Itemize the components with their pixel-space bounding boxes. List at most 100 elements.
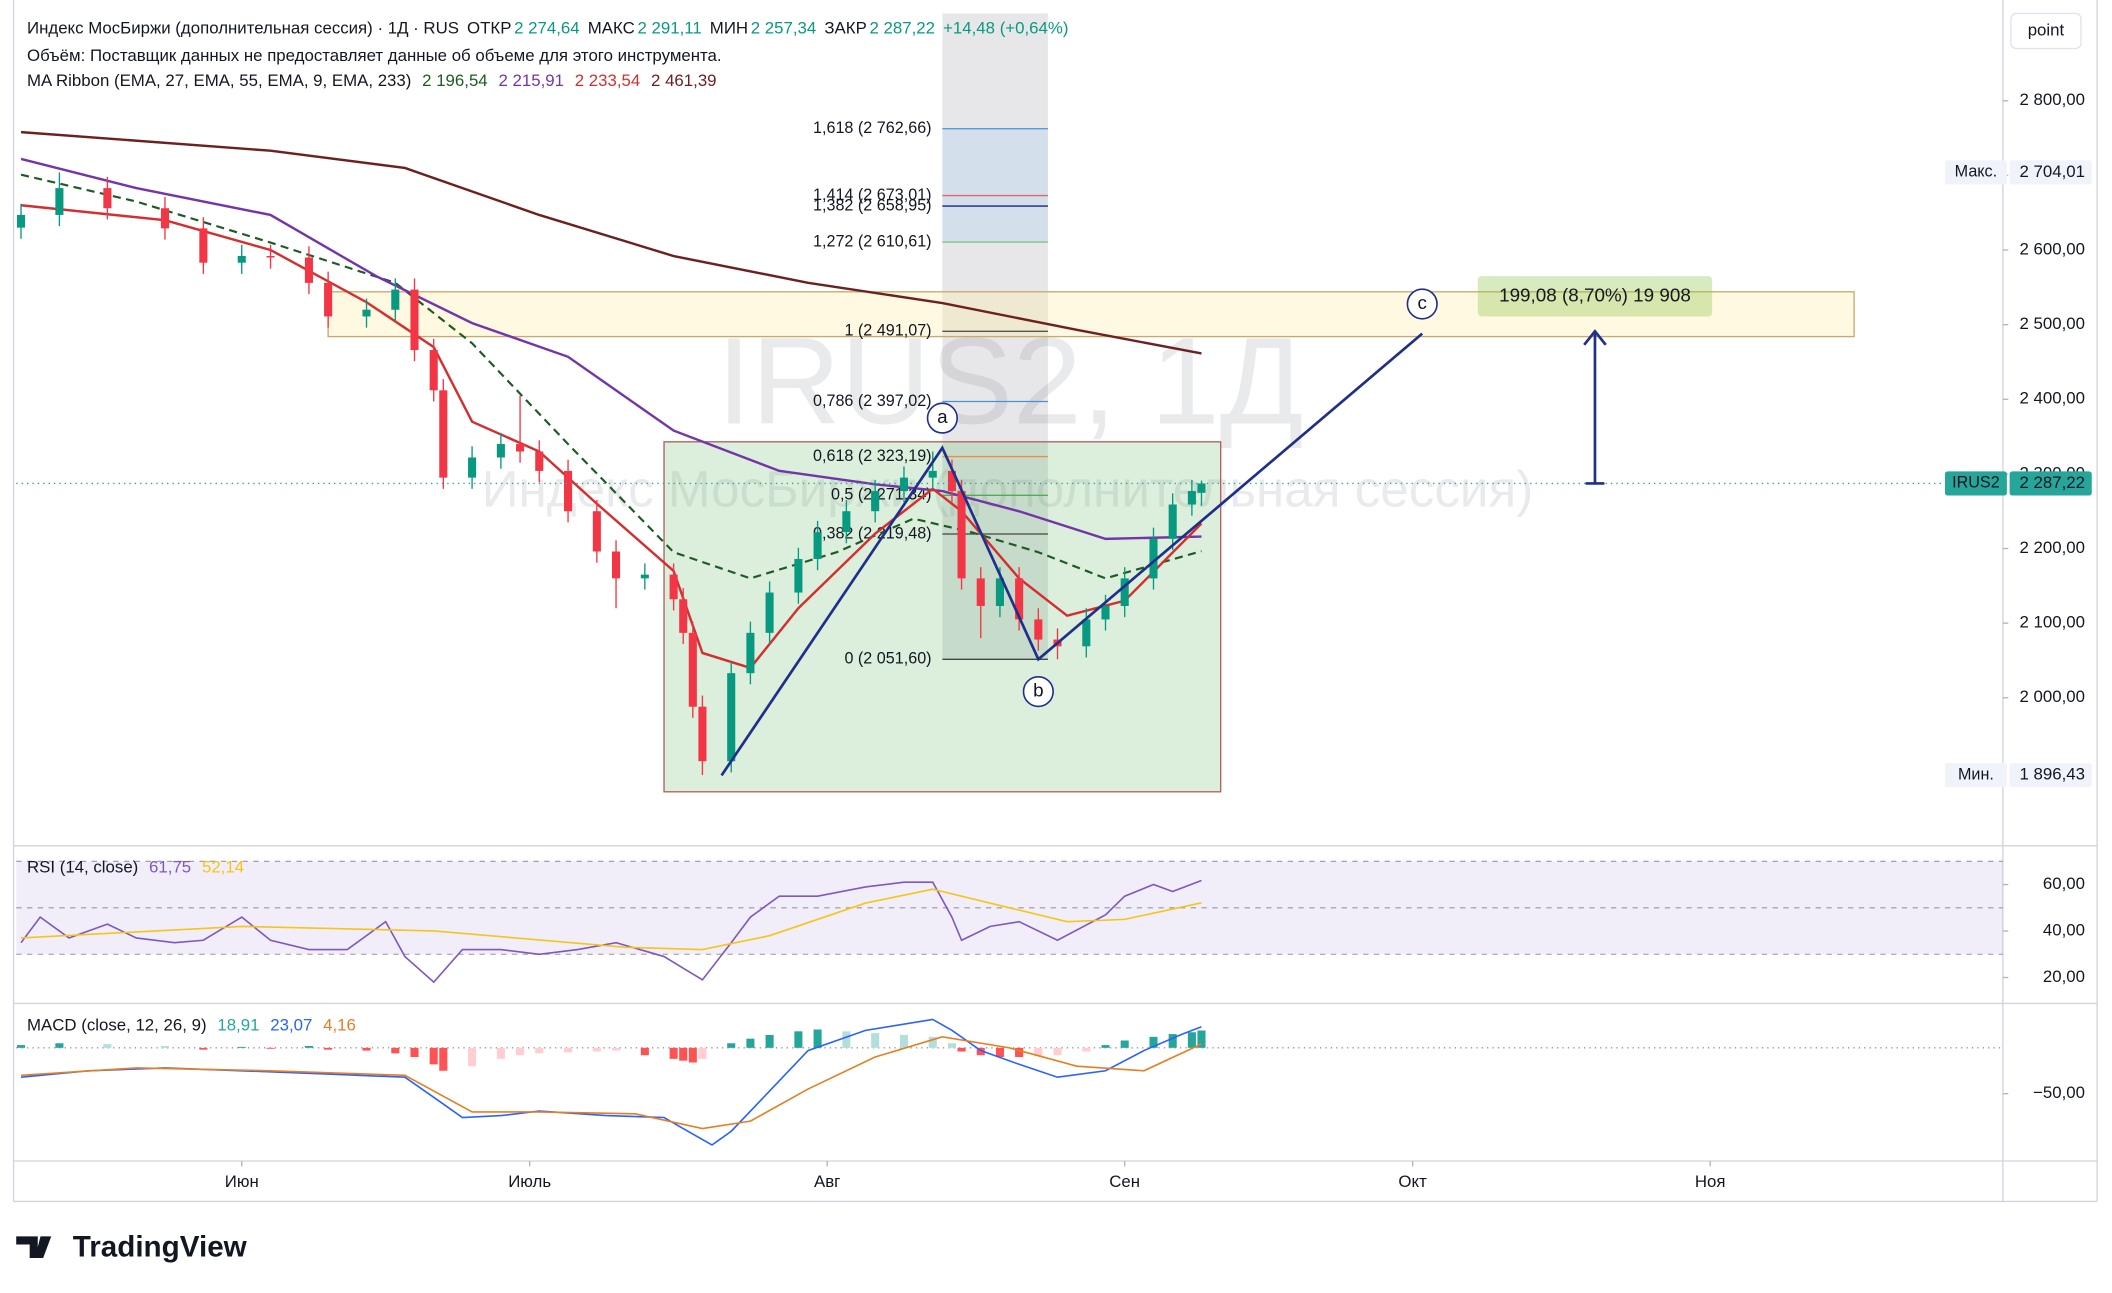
macd-histogram-bar bbox=[535, 1047, 544, 1054]
button-label[interactable]: point bbox=[2028, 20, 2065, 39]
candle-body bbox=[410, 289, 419, 351]
candle-body bbox=[362, 309, 371, 317]
macd-histogram-bar bbox=[1082, 1047, 1091, 1052]
plot-layer: 1,618 (2 762,66) 1,414 (2 673,01)1,382 (2… bbox=[16, 13, 2092, 1191]
macd-histogram-bar bbox=[1101, 1045, 1110, 1048]
macd-histogram-bar bbox=[516, 1047, 525, 1056]
ribbon-value: 2 233,54 bbox=[575, 72, 641, 91]
macd-histogram-bar bbox=[237, 1046, 246, 1048]
candle-body bbox=[640, 574, 649, 579]
candle-body bbox=[266, 255, 275, 258]
macd-histogram-bar bbox=[429, 1047, 438, 1065]
macd-histogram-bar bbox=[1149, 1036, 1158, 1048]
price-tag-name: IRUS2 bbox=[1952, 474, 2000, 492]
ribbon-name: MA Ribbon (EMA, 27, EMA, 55, EMA, 9, EMA… bbox=[27, 72, 411, 91]
macd-histogram-bar bbox=[727, 1043, 736, 1048]
candle-body bbox=[564, 470, 573, 512]
price-tag-value: 1 896,43 bbox=[2019, 765, 2085, 784]
candle-body bbox=[160, 208, 170, 229]
y-tick-label: 2 200,00 bbox=[2019, 538, 2085, 557]
macd-histogram-bar bbox=[55, 1043, 64, 1048]
fib-label: 0,786 (2 397,02) bbox=[813, 392, 932, 410]
button-frame[interactable] bbox=[2010, 12, 2082, 50]
macd-histogram-bar bbox=[1034, 1047, 1043, 1057]
candle-body bbox=[391, 289, 400, 310]
drawn-rectangle bbox=[663, 441, 1222, 793]
x-tick-label: Сен bbox=[1109, 1172, 1140, 1191]
fib-zone bbox=[942, 128, 1048, 243]
macd-histogram-bar bbox=[1015, 1047, 1024, 1058]
projection-label-box bbox=[1477, 276, 1713, 317]
fib-label: 1,382 (2 658,95) bbox=[813, 196, 932, 214]
header-line: Индекс МосБиржи (дополнительная сессия) … bbox=[27, 19, 1068, 38]
candle-body bbox=[199, 228, 208, 263]
fib-label: 1,272 (2 610,61) bbox=[813, 232, 932, 250]
macd-histogram-bar bbox=[1168, 1034, 1177, 1048]
logo: TradingView bbox=[16, 1230, 248, 1263]
wave-label-circle bbox=[1406, 288, 1438, 320]
ohlc-value: 2 287,22 bbox=[869, 19, 935, 38]
macd-histogram-bar bbox=[688, 1047, 697, 1063]
wave-label-circle bbox=[1022, 675, 1054, 708]
macd-histogram-bar bbox=[1120, 1040, 1129, 1048]
y-tick-label: 2 500,00 bbox=[2019, 314, 2085, 333]
macd-legend: MACD (close, 12, 26, 9) 18,91 23,07 4,16 bbox=[27, 1016, 356, 1035]
signal-value: 4,16 bbox=[323, 1016, 356, 1035]
wave-label: b bbox=[1033, 680, 1043, 701]
candle-body bbox=[1101, 605, 1110, 620]
candle-body bbox=[698, 706, 707, 762]
rsi-tick-label: 20,00 bbox=[2043, 967, 2085, 986]
price-tag-value: 2 287,22 bbox=[2019, 473, 2085, 492]
price-tag-name: Макс. bbox=[1955, 163, 1997, 181]
drawn-rectangle bbox=[327, 291, 1855, 338]
price-tag-value-box bbox=[2009, 762, 2092, 788]
ohlc-value: 2 274,64 bbox=[514, 19, 580, 38]
macd-histogram-bar bbox=[899, 1034, 909, 1048]
volume-note: Объём: Поставщик данных не предоставляет… bbox=[27, 46, 722, 65]
macd-histogram-bar bbox=[995, 1047, 1004, 1058]
price-tag-name-box bbox=[1944, 160, 2007, 185]
candle-body bbox=[612, 551, 621, 579]
macd-line bbox=[20, 1018, 1202, 1146]
candle-body bbox=[794, 558, 803, 593]
candle-body bbox=[1034, 619, 1043, 640]
ema-line bbox=[20, 173, 1202, 580]
point-button[interactable]: point bbox=[2010, 12, 2082, 50]
macd-histogram-bar bbox=[957, 1047, 966, 1052]
candle-body bbox=[871, 491, 880, 512]
candle-body bbox=[842, 511, 851, 533]
x-tick-label: Окт bbox=[1398, 1172, 1427, 1191]
y-tick-label: 2 600,00 bbox=[2019, 239, 2085, 258]
fib-label: 1,414 (2 673,01) bbox=[813, 186, 932, 204]
candle-body bbox=[688, 632, 697, 707]
candle-body bbox=[324, 282, 333, 317]
y-tick-label: 2 100,00 bbox=[2019, 613, 2085, 632]
rsi-line bbox=[20, 879, 1202, 984]
wave-label-circle bbox=[926, 402, 958, 434]
watermark-symbol: IRUS2, 1Д bbox=[717, 312, 1304, 450]
candle-body bbox=[1015, 578, 1024, 620]
rsi-legend: RSI (14, close) 61,75 52,14 bbox=[27, 858, 244, 877]
macd-histogram-bar bbox=[496, 1047, 505, 1059]
fib-label: 1,618 (2 762,66) bbox=[813, 119, 932, 137]
wave-label: c bbox=[1418, 292, 1427, 313]
fib-label: 1 (2 491,07) bbox=[844, 322, 931, 340]
macd-hist-value: 18,91 bbox=[217, 1016, 259, 1035]
candle-body bbox=[1168, 504, 1177, 539]
macd-histogram-bar bbox=[669, 1047, 678, 1059]
macd-histogram-bar bbox=[160, 1045, 170, 1048]
ohlc-value: 2 291,11 bbox=[637, 19, 701, 38]
rsi-value: 61,75 bbox=[149, 858, 191, 877]
macd-title: MACD (close, 12, 26, 9) bbox=[27, 1016, 207, 1035]
macd-histogram-bar bbox=[794, 1031, 803, 1048]
arrow-head bbox=[1583, 329, 1607, 346]
candle-body bbox=[16, 214, 26, 228]
candle-body bbox=[1149, 538, 1158, 579]
price-tag-name-box bbox=[1944, 471, 2007, 496]
candle-body bbox=[1187, 491, 1196, 505]
macd-histogram-bar bbox=[612, 1047, 621, 1051]
y-tick-label: 2 800,00 bbox=[2019, 90, 2085, 109]
candle-body bbox=[468, 457, 477, 478]
ohlc-label: ЗАКР bbox=[824, 19, 866, 38]
candle-body bbox=[957, 491, 966, 579]
